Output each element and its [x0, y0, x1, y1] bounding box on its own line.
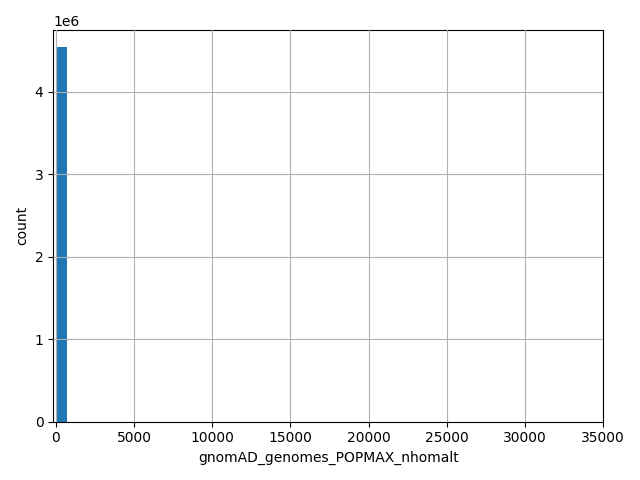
Bar [56, 47, 67, 421]
X-axis label: gnomAD_genomes_POPMAX_nhomalt: gnomAD_genomes_POPMAX_nhomalt [198, 451, 458, 465]
Y-axis label: count: count [15, 206, 29, 245]
